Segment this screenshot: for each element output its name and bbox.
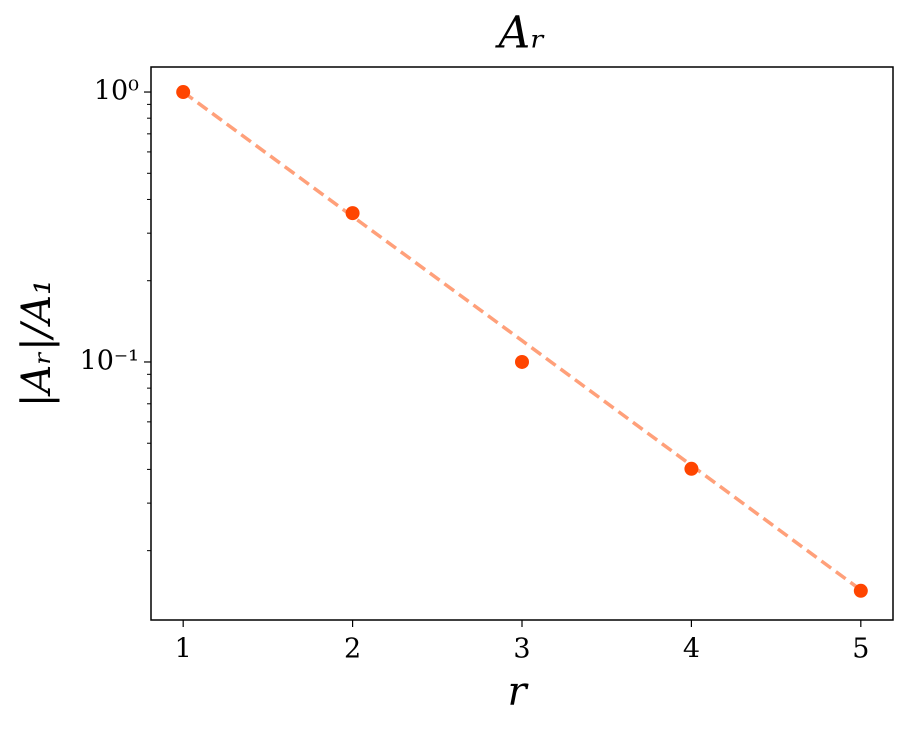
x-tick-label: 1 (175, 634, 192, 665)
fit-line (182, 90, 862, 592)
x-tick-label: 4 (683, 634, 700, 665)
y-axis-label: |Aᵣ|/A₁ (14, 279, 60, 407)
x-tick-label: 2 (344, 634, 361, 665)
chart-title: Aᵣ (494, 8, 545, 59)
data-point (515, 354, 529, 369)
y-tick-label: 10⁰ (94, 76, 139, 107)
x-tick-label: 3 (513, 634, 530, 665)
data-point (684, 461, 699, 476)
y-tick-label: 10⁻¹ (80, 345, 139, 376)
data-point (176, 85, 191, 100)
data-point (345, 206, 360, 221)
x-axis-label: r (507, 669, 529, 715)
data-point (853, 583, 868, 598)
x-tick-label: 5 (852, 634, 869, 665)
